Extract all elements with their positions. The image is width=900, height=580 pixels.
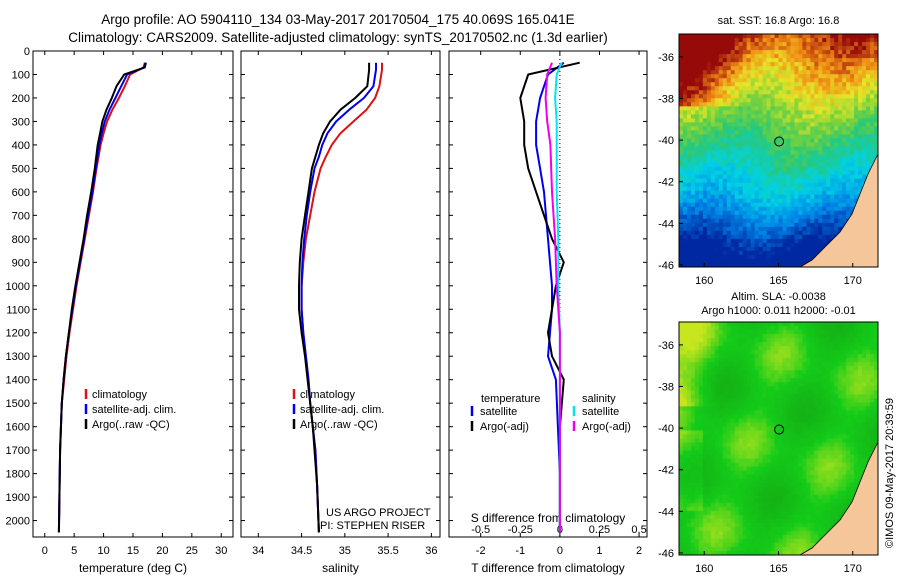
argo-profile-line (57, 62, 147, 533)
map-x-tick-label: 165 (769, 563, 787, 575)
y-tick-label: 400 (12, 140, 30, 152)
map-y-tick-label: -42 (658, 465, 674, 477)
x-tick-label: 35 (339, 545, 351, 557)
difference-panel: -2 -1 0 1 2 T difference from climatology -0.5… (448, 50, 648, 575)
map-subtitle: Argo h1000: 0.011 h2000: -0.01 (701, 305, 856, 317)
x-tick-label: 10 (97, 545, 109, 557)
argo-location-marker (774, 136, 785, 147)
y-tick-label: 1700 (6, 445, 30, 457)
y-tick-label: 1800 (6, 469, 30, 481)
y-tick-label: 1400 (6, 375, 30, 387)
sal-argo-diff-line (544, 62, 561, 533)
map-x-tick-label: 160 (695, 563, 713, 575)
y-tick-label: 2000 (6, 516, 30, 528)
x-tick-label: 1 (596, 545, 602, 557)
map-y-tick-label: -36 (658, 340, 674, 352)
y-tick-label: 800 (12, 234, 30, 246)
sst-map-panel: 160 165 170 -36 -38 -40 -42 -44 -46 sat. SST: 16.… (658, 15, 879, 287)
project-annotation: US ARGO PROJECT (326, 507, 431, 519)
map-y-tick-label: -36 (658, 52, 674, 64)
x-tick-label: 0 (557, 545, 563, 557)
legend-entry: climatology (92, 389, 148, 401)
temperature-panel: 0 5 10 15 20 25 300100200300400500600700800900… (6, 46, 234, 575)
map-x-tick-label: 165 (769, 275, 787, 287)
x-tick-label: 25 (186, 545, 198, 557)
x2-tick-label: -0.5 (471, 524, 490, 536)
sla-field (679, 322, 878, 555)
legend-entry: satellite-adj. clim. (300, 404, 384, 416)
legend-entry: satellite (582, 406, 619, 418)
x-axis-label: temperature (deg C) (79, 561, 187, 575)
y-tick-label: 1600 (6, 422, 30, 434)
argo-profile-line (298, 62, 371, 533)
y-tick-label: 1100 (6, 304, 30, 316)
legend-entry: Argo(..raw -QC) (300, 419, 378, 431)
legend-entry: satellite (480, 406, 517, 418)
map-y-tick-label: -44 (658, 506, 674, 518)
header-line-1: Argo profile: AO 5904110_134 03-May-2017… (101, 12, 574, 27)
map-x-tick-label: 170 (844, 563, 862, 575)
y-tick-label: 100 (12, 69, 30, 81)
legend-entry: Argo(..raw -QC) (92, 419, 170, 431)
legend-entry: Argo(-adj) (480, 421, 529, 433)
x-tick-label: 0 (42, 545, 48, 557)
y-tick-label: 1900 (6, 492, 30, 504)
x-tick-label: 34.5 (291, 545, 312, 557)
imos-stamp: ©IMOS 09-May-2017 20:39:59 (884, 398, 896, 548)
x-tick-label: 5 (71, 545, 77, 557)
x-tick-label: 36 (425, 545, 437, 557)
x2-tick-label: -0.25 (508, 524, 533, 536)
y-tick-label: 300 (12, 116, 30, 128)
y-tick-label: 0 (24, 46, 30, 58)
y-tick-label: 700 (12, 210, 30, 222)
x-tick-label: 15 (127, 545, 139, 557)
map-y-tick-label: -46 (658, 260, 674, 272)
x-tick-label: -2 (476, 545, 486, 557)
x-axis-label: T difference from climatology (471, 561, 625, 575)
map-x-tick-label: 170 (844, 275, 862, 287)
plot-frame (240, 50, 441, 538)
x2-tick-label: 0.5 (631, 524, 646, 536)
x-tick-label: 35.5 (377, 545, 398, 557)
legend-entry: Argo(-adj) (582, 421, 631, 433)
x-tick-label: 2 (636, 545, 642, 557)
y-tick-label: 600 (12, 187, 30, 199)
y-tick-label: 1300 (6, 351, 30, 363)
salinity-panel: 34 34.5 35 35.5 36 salinity climatology satelli… (240, 50, 441, 575)
y-tick-label: 1000 (6, 281, 30, 293)
y-tick-label: 200 (12, 93, 30, 105)
legend-entry: satellite-adj. clim. (92, 404, 176, 416)
y-tick-label: 500 (12, 163, 30, 175)
legend-title-temperature: temperature (481, 393, 540, 405)
x-tick-label: -1 (515, 545, 525, 557)
map-y-tick-label: -42 (658, 177, 674, 189)
x2-axis-label: S difference from climatology (471, 511, 626, 525)
temp-satellite-diff-line (535, 61, 565, 533)
plot-frame (32, 50, 234, 538)
map-x-tick-label: 160 (695, 275, 713, 287)
y-tick-label: 1500 (6, 398, 30, 410)
y-tick-label: 900 (12, 257, 30, 269)
map-y-tick-label: -44 (658, 218, 674, 230)
x-tick-label: 30 (215, 545, 227, 557)
legend-entry: climatology (300, 389, 356, 401)
argo-location-marker (774, 424, 785, 435)
map-title: Altim. SLA: -0.0038 (731, 291, 826, 303)
sla-map-panel: 160 165 170 -36 -38 -40 -42 -44 -46 Altim. SLA: -… (658, 291, 879, 575)
x-axis-label: salinity (322, 561, 359, 575)
map-title: sat. SST: 16.8 Argo: 16.8 (718, 15, 840, 27)
map-y-tick-label: -40 (658, 423, 674, 435)
map-y-tick-label: -38 (658, 93, 674, 105)
legend-title-salinity: salinity (582, 393, 616, 405)
header-line-2: Climatology: CARS2009. Satellite-adjuste… (68, 30, 608, 45)
y-tick-label: 1200 (6, 328, 30, 340)
x-tick-label: 34 (252, 545, 264, 557)
map-y-tick-label: -38 (658, 381, 674, 393)
map-y-tick-label: -46 (658, 548, 674, 560)
pi-annotation: PI: STEPHEN RISER (320, 520, 425, 532)
x2-tick-label: 0.25 (589, 524, 610, 536)
map-y-tick-label: -40 (658, 135, 674, 147)
x-tick-label: 20 (156, 545, 168, 557)
